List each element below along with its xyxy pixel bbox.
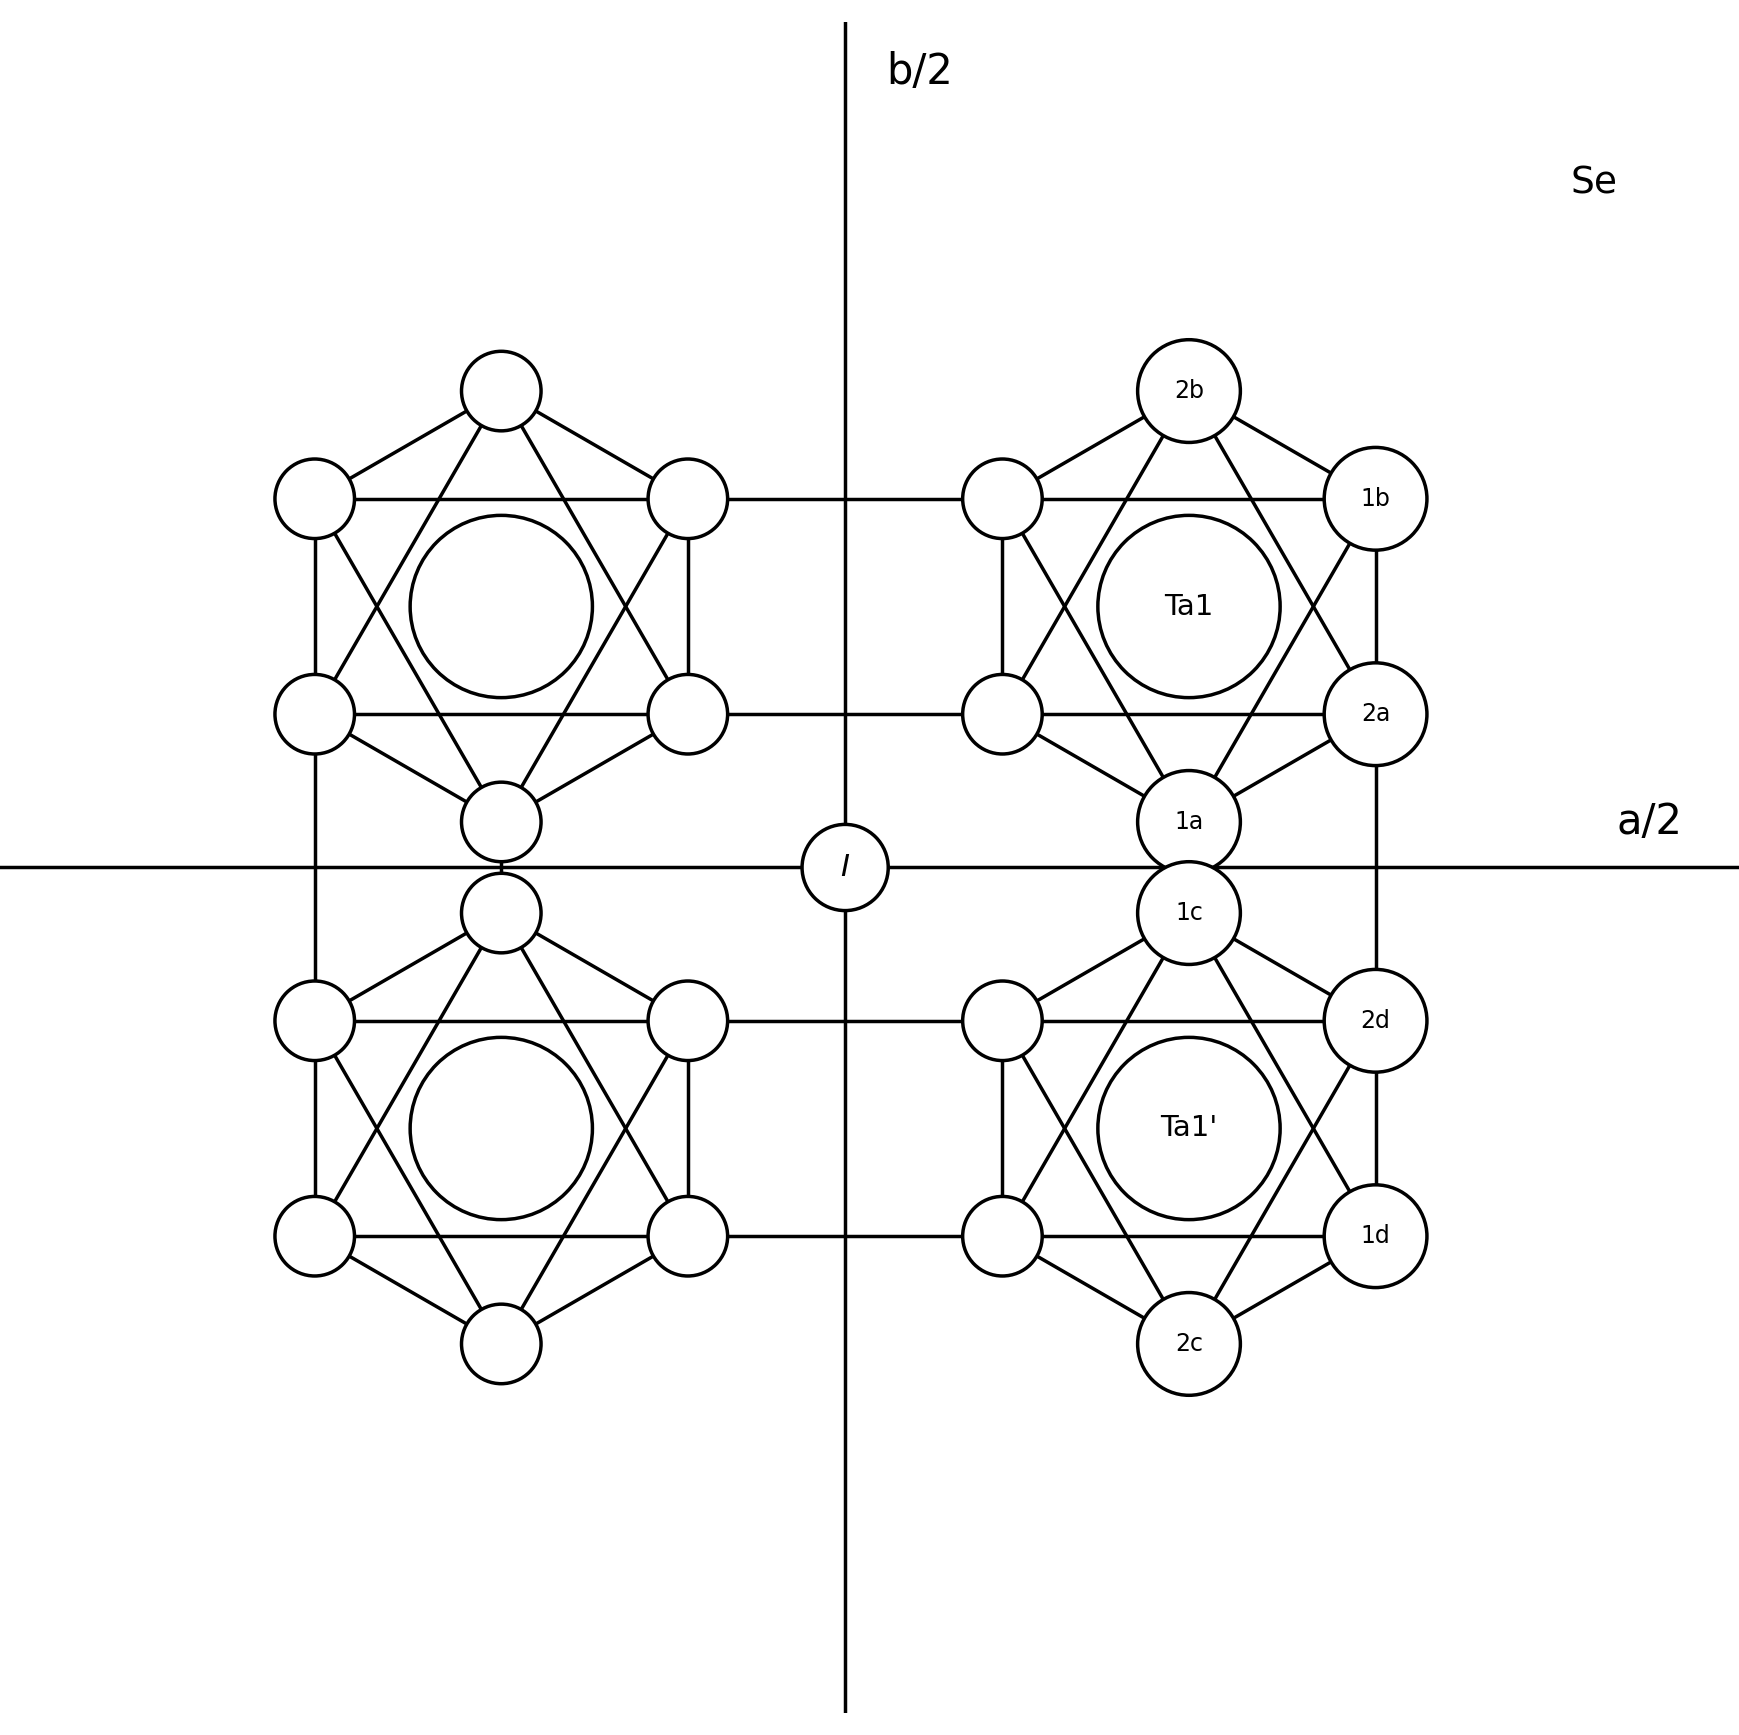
Circle shape	[1097, 515, 1280, 697]
Circle shape	[1336, 460, 1414, 538]
Text: 2c: 2c	[1174, 1332, 1202, 1357]
Circle shape	[275, 1197, 355, 1275]
Circle shape	[1148, 873, 1228, 953]
Circle shape	[461, 873, 541, 953]
Text: $I$: $I$	[840, 854, 850, 881]
Circle shape	[1323, 663, 1426, 765]
Text: 1a: 1a	[1174, 810, 1203, 835]
Circle shape	[1148, 1305, 1228, 1385]
Circle shape	[1336, 1197, 1414, 1275]
Circle shape	[1323, 448, 1426, 550]
Circle shape	[275, 675, 355, 755]
Circle shape	[647, 460, 727, 538]
Text: 2a: 2a	[1360, 703, 1389, 727]
Circle shape	[1148, 350, 1228, 430]
Circle shape	[647, 980, 727, 1060]
Text: 1d: 1d	[1360, 1225, 1389, 1247]
Circle shape	[1323, 970, 1426, 1072]
Circle shape	[962, 980, 1042, 1060]
Circle shape	[647, 1197, 727, 1275]
Circle shape	[1097, 1038, 1280, 1220]
Text: Se: Se	[1569, 167, 1616, 201]
Circle shape	[461, 782, 541, 862]
Circle shape	[1137, 862, 1240, 965]
Circle shape	[1323, 1185, 1426, 1287]
Text: a/2: a/2	[1616, 800, 1682, 843]
Text: b/2: b/2	[885, 52, 953, 94]
Circle shape	[275, 460, 355, 538]
Circle shape	[962, 1197, 1042, 1275]
Circle shape	[461, 1305, 541, 1385]
Text: 1c: 1c	[1174, 900, 1202, 925]
Circle shape	[962, 675, 1042, 755]
Circle shape	[275, 980, 355, 1060]
Circle shape	[802, 824, 887, 911]
Circle shape	[1336, 675, 1414, 755]
Circle shape	[1137, 770, 1240, 873]
Text: 2d: 2d	[1360, 1008, 1389, 1032]
Circle shape	[410, 515, 591, 697]
Text: Ta1: Ta1	[1163, 592, 1214, 621]
Circle shape	[461, 350, 541, 430]
Circle shape	[1137, 1293, 1240, 1395]
Circle shape	[1137, 340, 1240, 442]
Text: Ta1': Ta1'	[1160, 1114, 1217, 1143]
Circle shape	[1336, 980, 1414, 1060]
Circle shape	[410, 1038, 591, 1220]
Circle shape	[962, 460, 1042, 538]
Circle shape	[647, 675, 727, 755]
Text: 2b: 2b	[1174, 378, 1203, 403]
Circle shape	[1148, 782, 1228, 862]
Text: 1b: 1b	[1360, 488, 1389, 510]
